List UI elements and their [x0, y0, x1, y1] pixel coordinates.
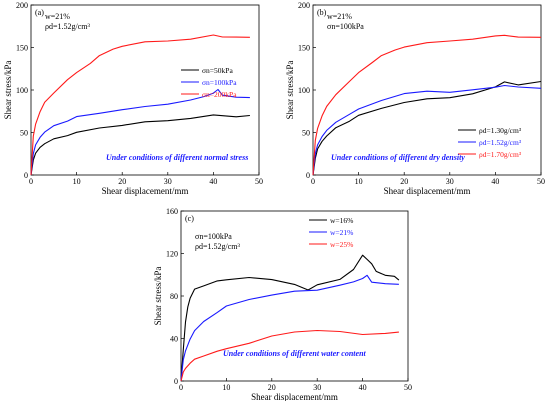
y-axis-title: Shear stress/kPa [285, 61, 295, 120]
x-tick-label: 30 [164, 177, 172, 186]
y-tick-label: 0 [174, 377, 178, 386]
x-tick-label: 20 [400, 177, 408, 186]
y-tick-label: 100 [298, 86, 310, 95]
y-tick-label: 40 [170, 335, 178, 344]
legend-label: ρd=1.52g/cm³ [479, 138, 522, 147]
panel-label: (a) [35, 8, 44, 17]
x-tick-label: 20 [268, 383, 276, 392]
series-line-3 [312, 34, 542, 176]
x-axis-title: Shear displacement/mm [384, 186, 471, 196]
series-line-1 [312, 80, 542, 176]
y-tick-label: 0 [306, 171, 310, 180]
condition-text: σn=100kPa [327, 22, 364, 31]
x-tick-label: 40 [491, 177, 499, 186]
series-line-2 [30, 88, 250, 176]
y-tick-label: 150 [298, 44, 310, 53]
legend-label: σn=100kPa [202, 78, 237, 87]
x-tick-label: 50 [255, 177, 263, 186]
chart-panel-3: 0 10 20 30 40 50 0 40 80 120 160 Shear displacement… [153, 207, 412, 401]
condition-text: w=21% [45, 12, 70, 21]
legend-label: σn=50kPa [202, 66, 233, 75]
series-line-1 [30, 114, 250, 176]
x-tick-label: 10 [73, 177, 81, 186]
series-line-1 [180, 254, 400, 382]
x-tick-label: 50 [404, 383, 412, 392]
x-axis-title: Shear displacement/mm [251, 392, 338, 401]
legend: σn=50kPa σn=100kPa σn=200kPa [181, 66, 237, 99]
y-tick-label: 50 [20, 129, 28, 138]
y-tick-label: 100 [16, 86, 28, 95]
x-tick-label: 20 [118, 177, 126, 186]
chart-panel-1: 0 10 20 30 40 50 0 50 100 150 200 Shear displacemen… [3, 1, 263, 196]
legend-label: σn=200kPa [202, 90, 237, 99]
chart-annotation: Under conditions of different normal str… [106, 153, 248, 162]
y-axis-title: Shear stress/kPa [3, 61, 13, 120]
legend-label: w=25% [330, 240, 353, 249]
x-tick-label: 40 [209, 177, 217, 186]
legend-label: ρd=1.30g/cm³ [479, 126, 522, 135]
x-tick-label: 40 [359, 383, 367, 392]
x-tick-label: 50 [537, 177, 545, 186]
x-axis-title: Shear displacement/mm [102, 186, 189, 196]
x-tick-label: 30 [446, 177, 454, 186]
legend: ρd=1.30g/cm³ ρd=1.52g/cm³ ρd=1.70g/cm³ [458, 126, 522, 159]
condition-text: w=21% [327, 12, 352, 21]
legend-label: ρd=1.70g/cm³ [479, 150, 522, 159]
y-tick-label: 200 [16, 1, 28, 10]
series-line-3 [180, 329, 399, 382]
panel-label: (c) [185, 214, 194, 223]
condition-text: σn=100kPa [195, 232, 232, 241]
series-line-3 [30, 34, 250, 176]
panel-label: (b) [317, 8, 327, 17]
y-axis-title: Shear stress/kPa [153, 267, 163, 326]
chart-annotation: Under conditions of different dry densit… [331, 153, 465, 162]
y-tick-label: 200 [298, 1, 310, 10]
y-tick-label: 160 [166, 207, 178, 216]
x-tick-label: 0 [311, 177, 315, 186]
x-tick-label: 30 [313, 383, 321, 392]
y-tick-label: 120 [166, 250, 178, 259]
legend-label: w=16% [330, 216, 353, 225]
x-tick-label: 10 [355, 177, 363, 186]
chart-panel-2: 0 10 20 30 40 50 0 50 100 150 200 Shear displacemen… [285, 1, 545, 196]
condition-text: ρd=1.52g/cm³ [195, 242, 241, 251]
chart-annotation: Under conditions of different water cont… [223, 349, 367, 358]
x-tick-label: 0 [179, 383, 183, 392]
y-tick-label: 0 [24, 171, 28, 180]
condition-text: ρd=1.52g/cm³ [45, 22, 91, 31]
series-line-2 [180, 274, 399, 382]
series-line-2 [312, 84, 542, 176]
x-tick-label: 10 [222, 383, 230, 392]
y-tick-label: 50 [302, 129, 310, 138]
y-tick-label: 150 [16, 44, 28, 53]
legend-label: w=21% [330, 228, 353, 237]
legend: w=16% w=21% w=25% [309, 216, 353, 249]
y-tick-label: 80 [170, 292, 178, 301]
x-tick-label: 0 [29, 177, 33, 186]
